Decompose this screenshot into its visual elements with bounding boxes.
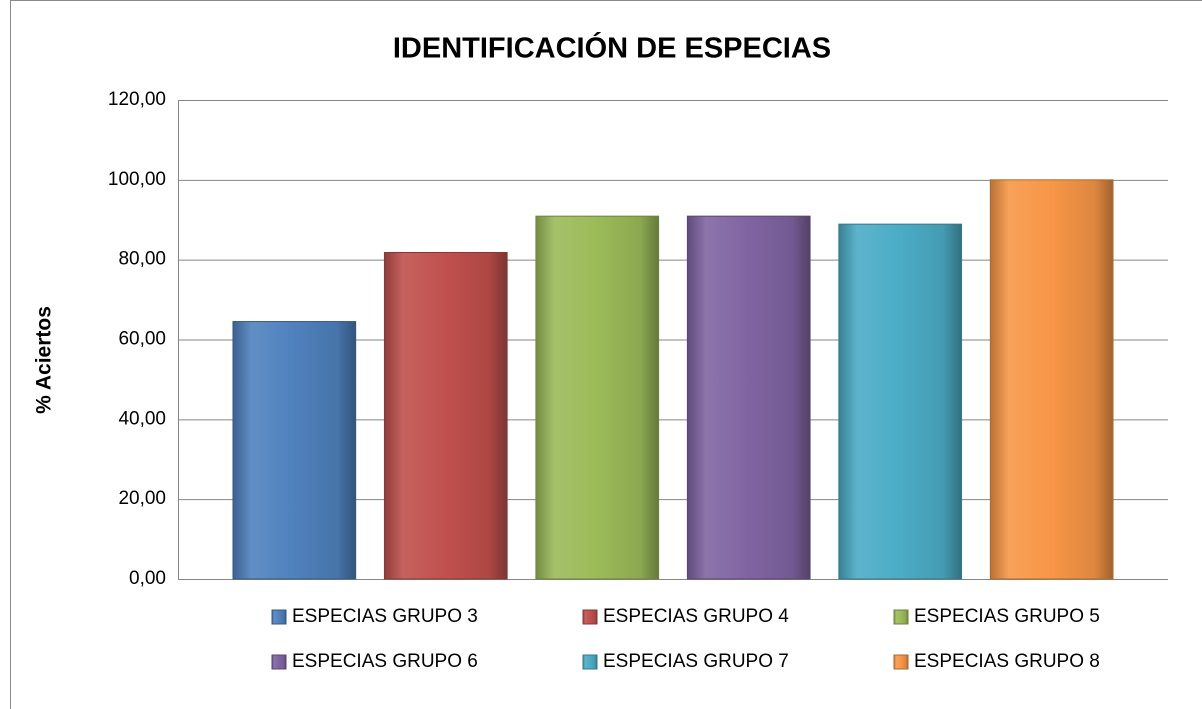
bar [232, 321, 357, 580]
legend-marker [893, 654, 909, 670]
bar [989, 179, 1114, 580]
legend-label: ESPECIAS GRUPO 7 [603, 651, 789, 672]
y-tick-label: 60,00 [118, 329, 166, 350]
legend-label: ESPECIAS GRUPO 6 [292, 651, 478, 672]
legend-label: ESPECIAS GRUPO 8 [914, 651, 1100, 672]
y-tick-label: 80,00 [118, 249, 166, 270]
bar [535, 215, 660, 580]
chart-title: IDENTIFICACIÓN DE ESPECIAS [393, 31, 831, 65]
bar [686, 215, 811, 580]
bar [838, 223, 963, 580]
legend-label: ESPECIAS GRUPO 4 [603, 606, 789, 627]
y-tick-label: 20,00 [118, 488, 166, 509]
legend-marker [893, 609, 909, 625]
legend-marker [271, 654, 287, 670]
legend-marker [271, 609, 287, 625]
y-tick-label: 0,00 [129, 568, 166, 589]
legend-label: ESPECIAS GRUPO 3 [292, 606, 478, 627]
bar [383, 251, 508, 580]
y-tick-label: 40,00 [118, 408, 166, 429]
y-tick-label: 100,00 [108, 169, 166, 190]
legend-marker [582, 609, 598, 625]
legend-label: ESPECIAS GRUPO 5 [914, 606, 1100, 627]
y-axis-label: % Aciertos [33, 306, 56, 414]
y-tick-label: 120,00 [108, 89, 166, 110]
legend-marker [582, 654, 598, 670]
